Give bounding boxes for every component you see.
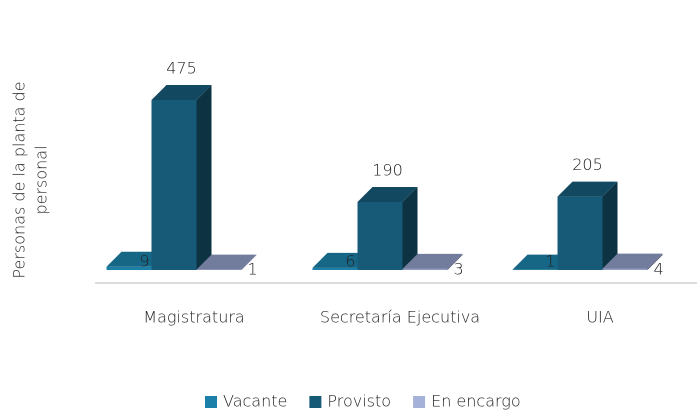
value-label: 6 [345, 252, 355, 271]
x-tick-label: Secretaría Ejecutiva [320, 308, 480, 327]
value-label: 9 [139, 252, 149, 271]
bar [358, 187, 418, 270]
legend-label: Vacante [223, 392, 287, 411]
value-label: 4 [654, 260, 664, 279]
legend-label: En encargo [431, 392, 521, 411]
bar-front [403, 269, 448, 270]
legend-swatch [205, 396, 217, 408]
value-label: 475 [166, 58, 197, 77]
x-tick-label: Magistratura [143, 308, 244, 327]
value-label: 205 [572, 155, 603, 174]
bar-side [197, 85, 212, 270]
bar-front [603, 269, 648, 270]
y-axis-label: Personas de la planta de personal [10, 81, 51, 278]
x-tick-label: UIA [586, 308, 613, 327]
value-label: 190 [372, 160, 403, 179]
bar-front [152, 100, 197, 270]
legend-swatch [413, 396, 425, 408]
value-label: 1 [545, 252, 555, 271]
legend-swatch [309, 396, 321, 408]
y-axis-label-line: Personas de la planta de [10, 81, 29, 278]
value-label: 3 [454, 260, 464, 279]
legend-label: Provisto [327, 392, 391, 411]
y-axis-label-line: personal [32, 145, 51, 214]
bar-front [558, 197, 603, 270]
value-label: 1 [248, 260, 258, 279]
bar [558, 182, 618, 270]
bar [152, 85, 212, 270]
bar-front [358, 202, 403, 270]
